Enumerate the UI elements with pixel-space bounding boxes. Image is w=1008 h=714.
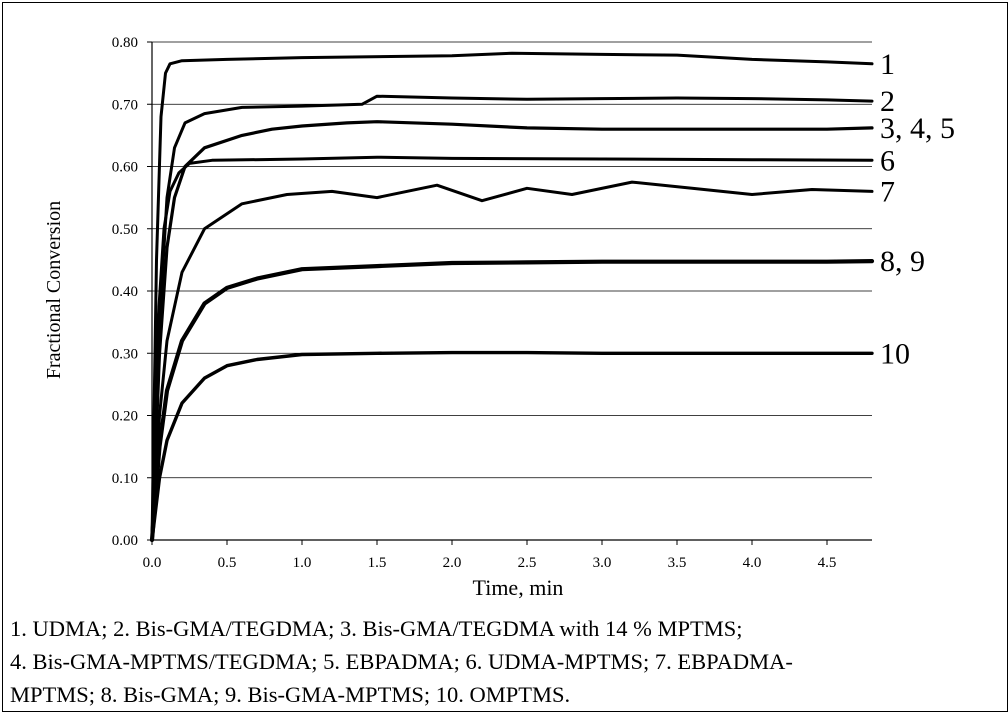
series-line-1: [150, 51, 874, 542]
caption-line-3: MPTMS; 8. Bis-GMA; 9. Bis-GMA-MPTMS; 10.…: [10, 682, 571, 707]
y-tick-label: 0.60: [112, 160, 138, 176]
series-line-7: [150, 350, 874, 542]
conversion-chart: 0.00 0.10 0.20 0.30 0.40 0.50 0.60 0.70 0.80 0.0 0…: [43, 35, 955, 600]
x-tick-label: 3.5: [668, 555, 687, 571]
y-tick-label: 0.10: [112, 471, 138, 487]
x-tick-label: 1.0: [293, 555, 312, 571]
series-line-5: [150, 180, 874, 542]
series-end-label: 6: [880, 144, 895, 177]
x-tick-label: 4.5: [818, 555, 837, 571]
grid-lines: [152, 41, 872, 479]
series-line-2: [150, 94, 874, 542]
y-tick-label: 0.40: [112, 284, 138, 300]
y-tick-label: 0.00: [112, 533, 138, 549]
series-lines: [149, 51, 875, 543]
axes: 0.00 0.10 0.20 0.30 0.40 0.50 0.60 0.70 0.80 0.0 0…: [112, 35, 872, 571]
x-tick-label: 0.0: [143, 555, 162, 571]
y-tick-label: 0.30: [112, 346, 138, 362]
figure-caption: 1. UDMA; 2. Bis-GMA/TEGDMA; 3. Bis-GMA/T…: [10, 612, 1006, 711]
series-end-label: 1: [880, 48, 895, 81]
series-end-label: 7: [880, 175, 895, 208]
series-end-label: 3, 4, 5: [880, 112, 955, 145]
x-tick-label: 2.5: [518, 555, 537, 571]
x-tick-label: 4.0: [743, 555, 762, 571]
y-tick-label: 0.50: [112, 222, 138, 238]
x-tick-label: 0.5: [218, 555, 237, 571]
series-line-4: [150, 155, 874, 542]
series-end-label: 8, 9: [880, 245, 925, 278]
x-tick-label: 2.0: [443, 555, 462, 571]
caption-line-1: 1. UDMA; 2. Bis-GMA/TEGDMA; 3. Bis-GMA/T…: [10, 616, 743, 641]
y-tick-label: 0.20: [112, 409, 138, 425]
series-end-label: 10: [880, 337, 910, 370]
y-tick-label: 0.70: [112, 97, 138, 113]
caption-line-2: 4. Bis-GMA-MPTMS/TEGDMA; 5. EBPADMA; 6. …: [10, 649, 793, 674]
x-tick-label: 3.0: [593, 555, 612, 571]
series-labels: 1 23, 4, 567 8, 9 10: [880, 48, 955, 370]
x-tick-label: 1.5: [368, 555, 387, 571]
series-line-3: [150, 120, 874, 542]
series-line-6: [149, 259, 875, 543]
y-tick-label: 0.80: [112, 35, 138, 51]
x-axis-title: Time, min: [473, 575, 564, 600]
series-end-label: 2: [880, 85, 895, 118]
y-axis-title: Fractional Conversion: [43, 201, 65, 379]
